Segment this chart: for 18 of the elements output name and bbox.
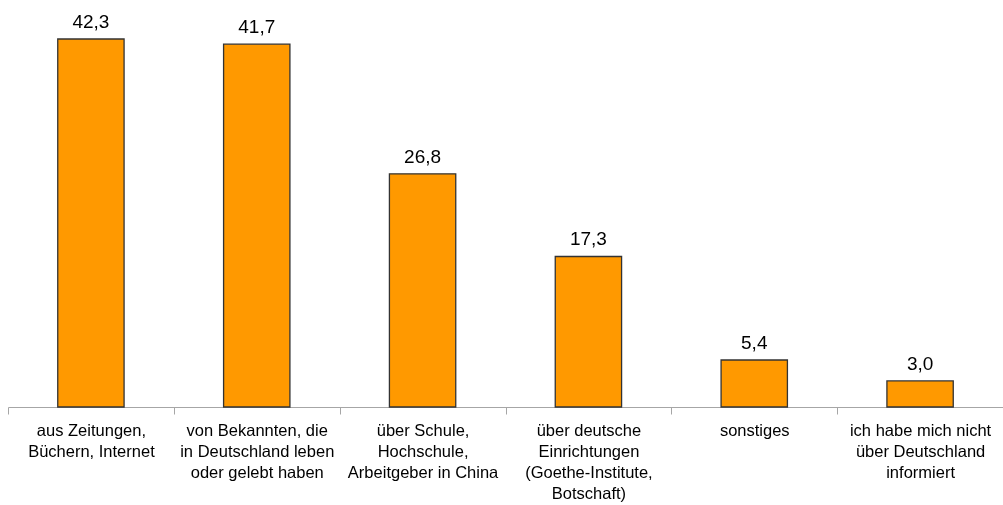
x-tick-label: über Schule, Hochschule, Arbeitgeber in China bbox=[347, 420, 500, 481]
data-label: 42,3 bbox=[72, 11, 110, 32]
data-label: 3,0 bbox=[906, 352, 934, 374]
x-tick-label: aus Zeitungen, Büchern, Internet bbox=[28, 420, 156, 460]
bar bbox=[554, 255, 623, 408]
x-tick-label: ich habe mich nicht über Deutschland informiert bbox=[849, 420, 992, 481]
bar bbox=[388, 173, 457, 408]
data-label: 41,7 bbox=[238, 16, 276, 38]
data-label: 5,4 bbox=[741, 332, 768, 354]
bar bbox=[886, 380, 954, 408]
bar bbox=[57, 38, 125, 408]
x-tick-label: sonstiges bbox=[719, 420, 790, 439]
bar bbox=[222, 43, 291, 408]
bar bbox=[720, 359, 789, 408]
data-label: 26,8 bbox=[404, 145, 442, 167]
x-tick-label: von Bekannten, die in Deutschland leben oder gelebt haben bbox=[180, 420, 335, 481]
x-tick-label: über deutsche Einrichtungen (Goethe-Institute, Botschaft) bbox=[525, 420, 653, 502]
data-label: 17,3 bbox=[569, 228, 607, 250]
